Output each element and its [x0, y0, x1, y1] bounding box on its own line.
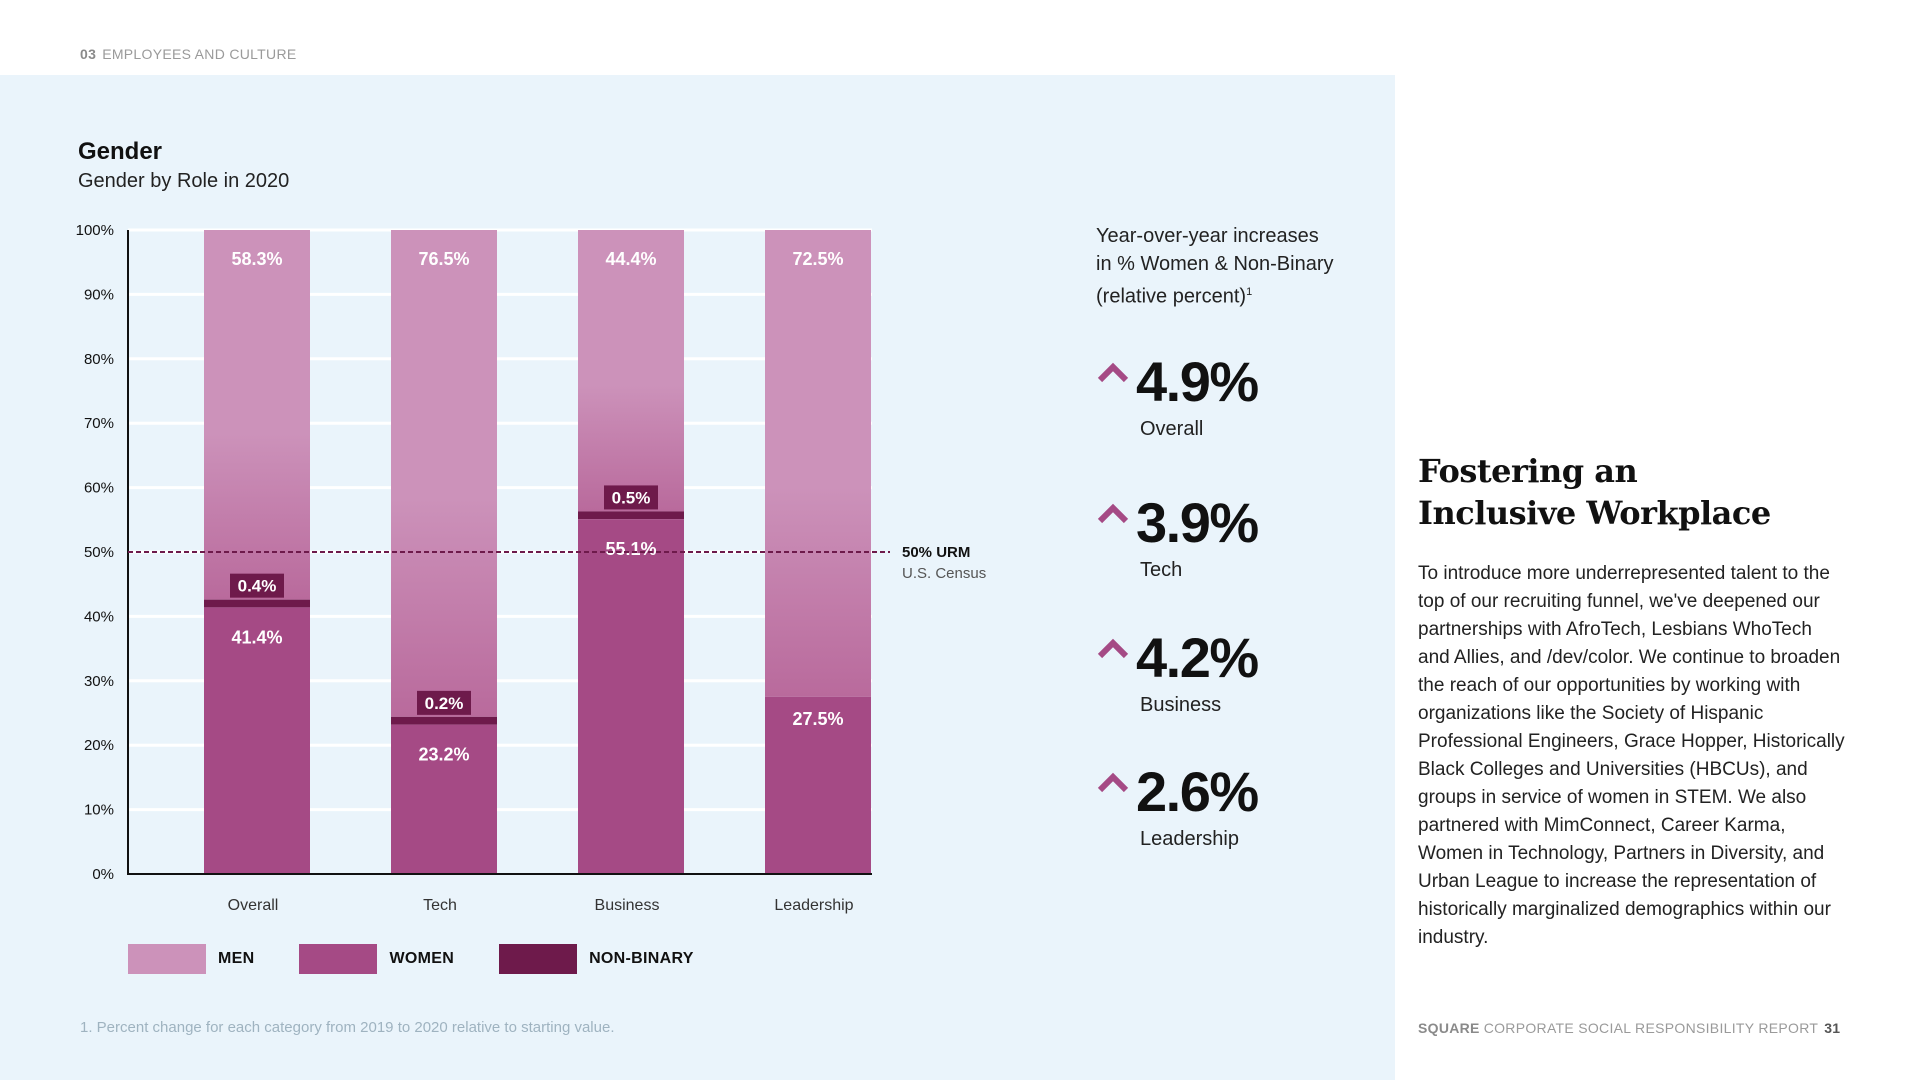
x-category-label: Overall [228, 897, 279, 914]
stat-label: Business [1140, 694, 1222, 716]
y-tick-label: 80% [84, 351, 114, 368]
y-tick-label: 10% [84, 802, 114, 819]
legend-swatch-women [299, 944, 378, 974]
x-category-label: Tech [423, 897, 457, 914]
footnote: 1. Percent change for each category from… [80, 1019, 615, 1036]
bar-men [204, 230, 310, 600]
footer-brand: SQUARE [1418, 1020, 1480, 1036]
yoy-heading-line-1: Year-over-year increases [1096, 225, 1319, 247]
bar-men [391, 230, 497, 717]
stat-label: Overall [1140, 418, 1204, 440]
data-label-men: 58.3% [231, 249, 282, 269]
legend-label-non-binary: NON-BINARY [589, 950, 694, 967]
y-tick-label: 90% [84, 286, 114, 303]
stacked-bar-chart: 0% 10% 20% 30% 40% 50% 60% 70% 80% 90% 100% 58.3% 41… [76, 222, 987, 914]
page-header: 03 EMPLOYEES AND CULTURE [80, 46, 297, 62]
stat-value: 2.6% [1136, 760, 1259, 823]
y-tick-label: 20% [84, 737, 114, 754]
footnote-marker: 1 [1246, 286, 1253, 298]
x-category-label: Leadership [774, 897, 853, 914]
yoy-heading: Year-over-year increases in % Women & No… [1096, 222, 1356, 311]
x-category-label: Business [595, 897, 660, 914]
stat-overall: 4.9% Overall [1096, 350, 1356, 441]
chevron-up-icon [1097, 772, 1129, 793]
page-footer: SQUARE CORPORATE SOCIAL RESPONSIBILITY RE… [1418, 1020, 1840, 1036]
data-label-men: 44.4% [605, 249, 656, 269]
chevron-up-icon [1097, 503, 1129, 524]
section-body: To introduce more underrepresented talen… [1418, 563, 1845, 948]
y-tick-label: 30% [84, 673, 114, 690]
chart-title: Gender [78, 138, 163, 165]
yoy-heading-line-2: in % Women & Non-Binary [1096, 253, 1334, 275]
y-tick-label: 70% [84, 415, 114, 432]
section-title-line-2: Inclusive Workplace [1418, 494, 1771, 532]
bar-men [765, 230, 871, 697]
reference-line-sublabel: U.S. Census [902, 565, 986, 582]
stat-value: 4.2% [1136, 626, 1259, 689]
legend-item-women: WOMEN [299, 944, 454, 974]
data-label-non-binary: 0.4% [238, 577, 277, 596]
legend-label-men: MEN [218, 950, 255, 967]
bar-non-binary [204, 599, 310, 608]
data-label-men: 76.5% [418, 249, 469, 269]
data-label-women: 41.4% [231, 627, 282, 647]
stat-value: 4.9% [1136, 350, 1259, 413]
stat-business: 4.2% Business [1096, 626, 1356, 717]
data-label-box-non-binary [417, 690, 471, 715]
bar-women [765, 696, 871, 874]
data-label-non-binary: 0.5% [612, 488, 651, 507]
reference-line-label: 50% URM [902, 544, 970, 561]
page-number: 31 [1824, 1020, 1841, 1036]
legend-swatch-non-binary [499, 944, 578, 974]
y-tick-label: 50% [84, 544, 114, 561]
section-title-line-1: Fostering an [1418, 452, 1638, 490]
chart-legend: MEN WOMEN NON-BINARY [128, 944, 739, 974]
stat-value: 3.9% [1136, 491, 1259, 554]
data-label-women: 27.5% [792, 709, 843, 729]
bar-women [578, 519, 684, 874]
chart-subtitle: Gender by Role in 2020 [78, 170, 290, 192]
chevron-up-icon [1097, 638, 1129, 659]
data-label-box-non-binary [230, 573, 284, 598]
yoy-heading-line-3: (relative percent) [1096, 285, 1247, 308]
stat-leadership: 2.6% Leadership [1096, 760, 1356, 851]
legend-item-men: MEN [128, 944, 254, 974]
bar-women [391, 724, 497, 874]
y-tick-label: 40% [84, 608, 114, 625]
bar-non-binary [391, 716, 497, 725]
legend-swatch-men [128, 944, 206, 974]
legend-label-women: WOMEN [389, 950, 455, 967]
section-number: 03 [80, 46, 97, 62]
bar-men [578, 230, 684, 512]
y-tick-label: 100% [76, 222, 114, 239]
stat-tech: 3.9% Tech [1096, 491, 1356, 582]
bar-women [204, 607, 310, 874]
data-label-women: 55.1% [605, 539, 656, 559]
data-label-men: 72.5% [792, 249, 843, 269]
data-label-non-binary: 0.2% [425, 694, 464, 713]
section-name: EMPLOYEES AND CULTURE [102, 46, 297, 62]
stat-label: Leadership [1140, 828, 1239, 850]
stat-label: Tech [1140, 559, 1183, 581]
footer-report-name: CORPORATE SOCIAL RESPONSIBILITY REPORT [1483, 1020, 1819, 1036]
data-label-box-non-binary [604, 485, 658, 510]
section-title: Fostering an Inclusive Workplace [1418, 450, 1838, 534]
chevron-up-icon [1097, 362, 1129, 383]
bar-non-binary [578, 511, 684, 520]
y-tick-label: 0% [92, 866, 114, 883]
data-label-women: 23.2% [418, 745, 469, 765]
legend-item-non-binary: NON-BINARY [499, 944, 694, 974]
y-tick-label: 60% [84, 480, 114, 497]
